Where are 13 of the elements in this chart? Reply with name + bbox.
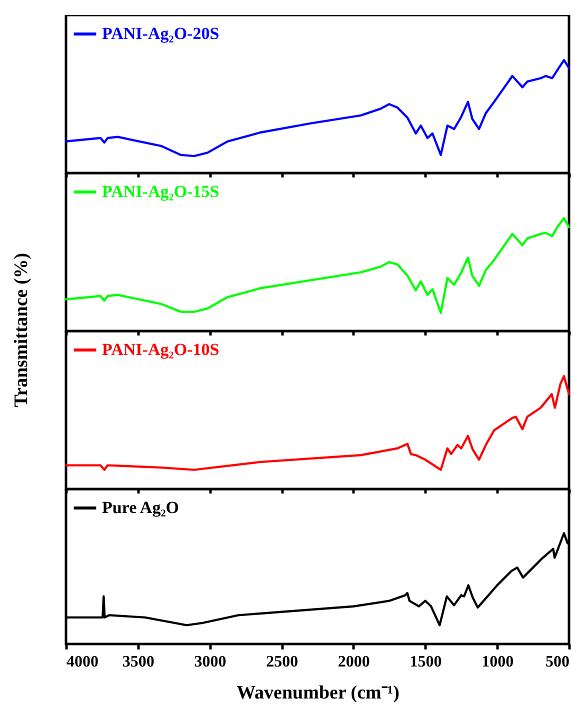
x-tick-label: 1500: [410, 654, 442, 670]
x-tick-label: 500: [546, 654, 570, 670]
x-tick-label: 2500: [266, 654, 298, 670]
y-axis-title: Transmittance (%): [11, 252, 33, 408]
x-tick-label: 3500: [122, 654, 154, 670]
x-tick-label: 3000: [194, 654, 226, 670]
legend-label: PANI-Ag₂O-10S: [102, 340, 220, 359]
x-tick-label: 2000: [338, 654, 370, 670]
legend-label: Pure Ag₂O: [102, 498, 180, 517]
x-tick-label: 1000: [482, 654, 514, 670]
x-tick-label: 4000: [66, 654, 98, 670]
legend-label: PANI-Ag₂O-20S: [102, 24, 220, 43]
legend-label: PANI-Ag₂O-15S: [102, 182, 220, 201]
